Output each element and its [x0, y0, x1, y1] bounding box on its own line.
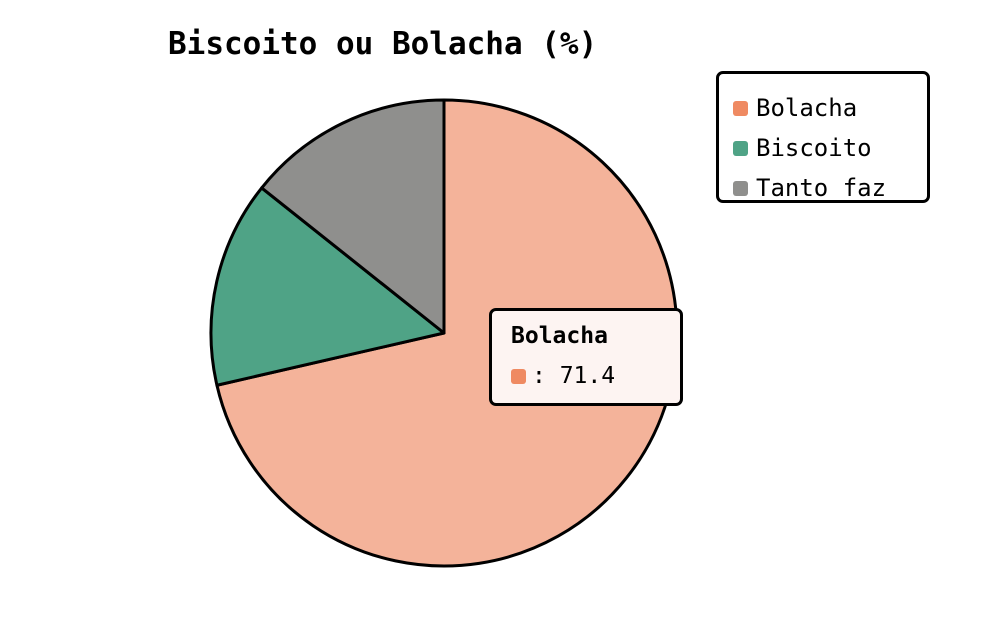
legend-label-tanto-faz: Tanto faz [756, 174, 887, 202]
pie-slice-biscoito[interactable] [209, 186, 446, 387]
pie-slice-bolacha[interactable] [215, 98, 679, 568]
legend-item-biscoito[interactable]: Biscoito [719, 128, 927, 168]
tooltip-swatch [511, 368, 526, 384]
legend-swatch-biscoito [733, 140, 748, 156]
tooltip-title: Bolacha [511, 323, 608, 349]
tooltip-row: : 71.4 [511, 363, 680, 389]
tooltip-value: 71.4 [559, 363, 616, 389]
legend-swatch-bolacha [733, 100, 748, 116]
tooltip-separator: : [532, 363, 560, 389]
legend: Bolacha Biscoito Tanto faz [716, 71, 930, 203]
legend-label-biscoito: Biscoito [756, 134, 872, 162]
pie-slice-tanto-faz[interactable] [260, 98, 446, 335]
tooltip-value-row: : 71.4 [532, 363, 615, 389]
legend-item-tanto-faz[interactable]: Tanto faz [719, 168, 927, 208]
tooltip: Bolacha : 71.4 [489, 308, 683, 406]
legend-item-bolacha[interactable]: Bolacha [719, 88, 927, 128]
pie-slices [209, 98, 679, 568]
legend-swatch-tanto-faz [733, 180, 748, 196]
legend-label-bolacha: Bolacha [756, 94, 858, 122]
chart-title: Biscoito ou Bolacha (%) [168, 26, 598, 62]
